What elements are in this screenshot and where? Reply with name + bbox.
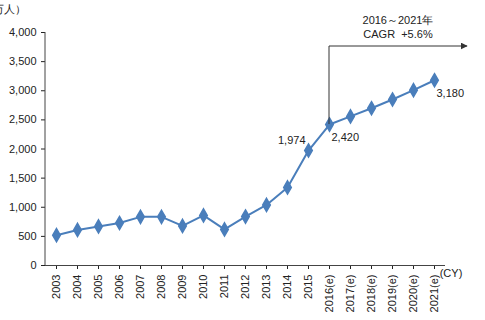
svg-text:2015: 2015 — [302, 275, 314, 299]
svg-text:1,500: 1,500 — [9, 172, 37, 184]
svg-text:3,500: 3,500 — [9, 55, 37, 67]
svg-text:2012: 2012 — [239, 275, 251, 299]
svg-text:2019(e): 2019(e) — [386, 275, 398, 313]
svg-text:2006: 2006 — [113, 275, 125, 299]
svg-text:0: 0 — [30, 259, 36, 271]
svg-text:2013: 2013 — [260, 275, 272, 299]
svg-text:2003: 2003 — [50, 275, 62, 299]
svg-text:（万人）: （万人） — [0, 3, 26, 15]
svg-text:2010: 2010 — [197, 275, 209, 299]
svg-text:CAGR +5.6%: CAGR +5.6% — [363, 28, 433, 40]
svg-text:2,000: 2,000 — [9, 143, 37, 155]
svg-text:2016～2021年: 2016～2021年 — [363, 14, 434, 26]
svg-text:2,500: 2,500 — [9, 113, 37, 125]
svg-text:(CY): (CY) — [440, 267, 463, 279]
svg-text:1,974: 1,974 — [278, 134, 306, 146]
svg-text:500: 500 — [18, 230, 36, 242]
svg-text:2004: 2004 — [71, 275, 83, 299]
svg-text:2008: 2008 — [155, 275, 167, 299]
svg-text:2011: 2011 — [218, 275, 230, 299]
svg-text:2020(e): 2020(e) — [407, 275, 419, 313]
svg-text:2016(e): 2016(e) — [323, 275, 335, 313]
svg-text:1,000: 1,000 — [9, 201, 37, 213]
svg-text:2017(e): 2017(e) — [344, 275, 356, 313]
svg-text:2021(e): 2021(e) — [428, 275, 440, 313]
svg-text:2,420: 2,420 — [332, 131, 360, 143]
svg-text:3,180: 3,180 — [437, 87, 465, 99]
svg-text:3,000: 3,000 — [9, 84, 37, 96]
svg-text:2005: 2005 — [92, 275, 104, 299]
svg-text:2007: 2007 — [134, 275, 146, 299]
svg-text:2009: 2009 — [176, 275, 188, 299]
svg-text:2014: 2014 — [281, 275, 293, 299]
svg-text:4,000: 4,000 — [9, 26, 37, 38]
svg-text:2018(e): 2018(e) — [365, 275, 377, 313]
